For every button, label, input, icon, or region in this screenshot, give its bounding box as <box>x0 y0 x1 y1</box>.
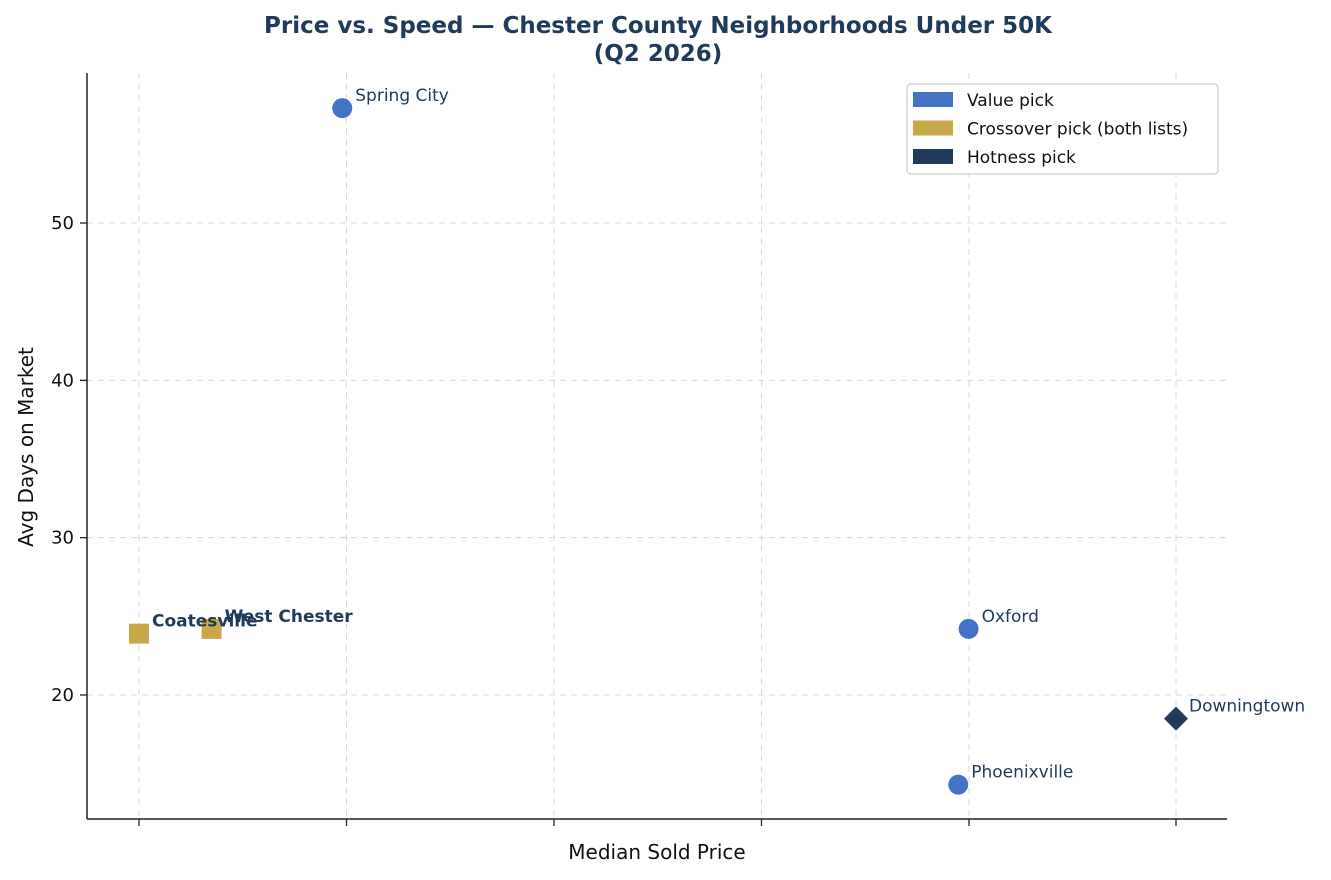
legend-swatch <box>913 120 953 136</box>
data-point <box>129 623 149 644</box>
y-tick-label: 20 <box>51 685 74 706</box>
data-point <box>948 774 969 795</box>
point-label: Coatesville <box>152 612 258 632</box>
legend-swatch <box>913 149 953 164</box>
legend-swatch <box>913 92 953 107</box>
y-tick-label: 40 <box>51 370 74 391</box>
data-point <box>958 618 979 639</box>
data-points <box>129 98 1188 795</box>
legend-label: Crossover pick (both lists) <box>967 120 1188 140</box>
data-point <box>201 618 222 639</box>
chart-title-line1: Price vs. Speed — Chester County Neighbo… <box>264 13 1053 39</box>
axes <box>86 73 1227 820</box>
y-tick-label: 30 <box>51 528 74 549</box>
data-point <box>332 98 353 119</box>
data-point <box>1164 706 1188 731</box>
point-label: West Chester <box>225 607 354 627</box>
y-tick-label: 50 <box>51 213 74 234</box>
x-axis-label: Median Sold Price <box>568 840 745 864</box>
point-label: Downingtown <box>1189 697 1305 717</box>
point-label: Phoenixville <box>971 763 1073 783</box>
grid-lines <box>87 73 1227 819</box>
ticks: 20 30 40 50 <box>51 213 1177 826</box>
point-label: Spring City <box>355 86 449 106</box>
legend: Value pick Crossover pick (both lists) Hot… <box>906 83 1219 175</box>
legend-label: Value pick <box>967 91 1054 111</box>
legend-label: Hotness pick <box>967 148 1076 168</box>
legend-box <box>906 83 1219 175</box>
chart-title-line2: (Q2 2026) <box>594 41 723 67</box>
point-label: Oxford <box>982 607 1039 627</box>
y-axis-label: Avg Days on Market <box>14 347 38 547</box>
